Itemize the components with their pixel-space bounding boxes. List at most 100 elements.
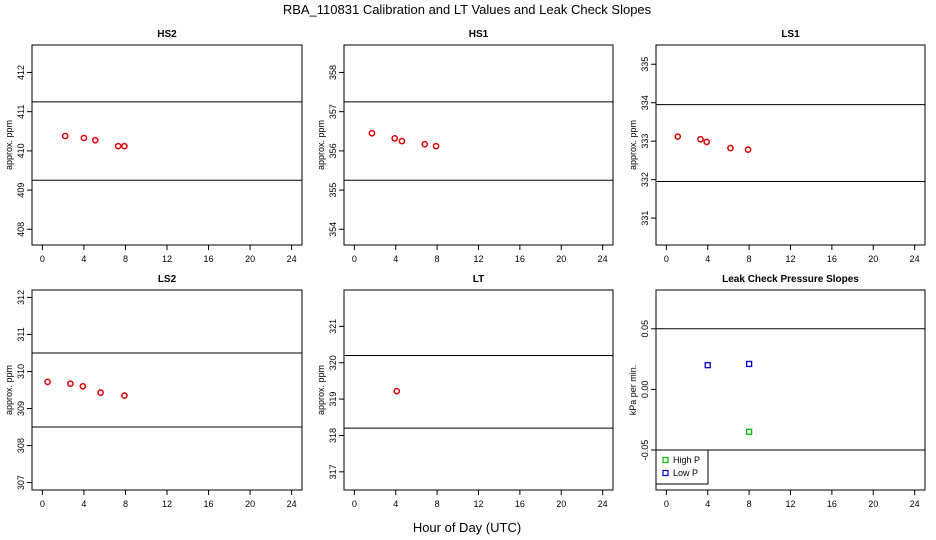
x-tick-label: 16 [515,499,525,509]
y-tick-label: 319 [328,392,338,407]
data-point [368,129,376,137]
x-tick-label: 12 [162,499,172,509]
x-axis-label: Hour of Day (UTC) [413,520,521,535]
x-tick-label: 4 [81,499,86,509]
x-tick-label: 24 [287,254,297,264]
x-tick-label: 16 [515,254,525,264]
data-point [114,142,122,150]
data-point [745,360,753,368]
y-tick-label: 408 [16,222,26,237]
data-point [674,133,682,140]
legend-box [655,449,709,485]
y-tick-label: 317 [328,464,338,479]
y-tick-label: 311 [16,327,26,341]
chart-panel-5: LT 0 4 8 12 16 20 24 317 318 319 320 321 approx. ppm [316,274,614,509]
data-point [421,140,429,148]
y-axis-label: kPa per min. [628,365,638,416]
x-tick-label: 8 [123,499,128,509]
x-tick-label: 8 [435,254,440,264]
data-point [44,378,51,386]
y-axis-label: approx. ppm [628,120,638,170]
y-tick-label: 412 [16,65,26,80]
panel-title: HS1 [469,29,489,40]
x-tick-label: 24 [910,499,920,509]
y-tick-label: 0.00 [640,381,650,399]
plot-frame [31,289,303,491]
y-tick-label: 358 [328,65,338,80]
y-tick-label: 333 [640,134,650,149]
plot-frame [31,44,303,246]
x-tick-label: 12 [473,499,483,509]
y-axis-label: approx. ppm [4,365,14,415]
y-tick-label: 356 [328,143,338,158]
legend-marker [662,456,669,464]
plot-frame [655,44,926,246]
x-tick-label: 4 [81,254,86,264]
y-axis-label: approx. ppm [316,120,326,170]
y-tick-label: 411 [16,104,26,118]
data-point [391,134,399,142]
x-tick-label: 24 [287,499,297,509]
data-point [697,135,704,143]
chart-panel-2: HS1 0 4 8 12 16 20 24 354 355 356 357 358 approx. ppm [316,29,614,264]
y-tick-label: 307 [16,475,26,490]
y-tick-label: 321 [328,319,338,334]
x-tick-label: 12 [162,254,172,264]
x-tick-label: 20 [868,499,878,509]
data-point [703,138,711,146]
data-point [91,136,99,144]
data-point [79,382,87,390]
y-tick-label: -0.05 [640,440,650,461]
y-tick-label: 331 [640,211,650,226]
x-tick-label: 16 [204,254,214,264]
x-tick-label: 8 [747,499,752,509]
x-tick-label: 20 [556,499,566,509]
x-tick-label: 8 [747,254,752,264]
y-tick-label: 332 [640,172,650,187]
data-point [398,137,406,145]
y-tick-label: 310 [16,364,26,379]
y-tick-label: 308 [16,438,26,453]
y-tick-label: 334 [640,95,650,110]
y-tick-label: 410 [16,143,26,158]
x-tick-label: 4 [705,499,710,509]
chart-panel-6: Leak Check Pressure Slopes 0 4 8 12 16 20 24 -0.… [628,274,926,509]
x-tick-label: 16 [827,254,837,264]
x-tick-label: 16 [204,499,214,509]
x-tick-label: 0 [664,254,669,264]
x-tick-label: 4 [393,499,398,509]
x-tick-label: 12 [473,254,483,264]
y-tick-label: 309 [16,401,26,416]
y-axis-label: approx. ppm [316,365,326,415]
y-tick-label: 0.05 [640,320,650,338]
y-tick-label: 335 [640,57,650,72]
legend-label: Low P [673,468,698,478]
panel-title: LS2 [158,274,177,285]
data-point [67,380,74,388]
x-tick-label: 0 [352,254,357,264]
plot-frame [343,289,614,491]
legend-label: High P [673,455,700,465]
x-tick-label: 20 [245,499,255,509]
figure-title: RBA_110831 Calibration and LT Values and… [283,2,652,17]
y-tick-label: 409 [16,183,26,198]
x-tick-label: 0 [40,499,45,509]
x-tick-label: 4 [393,254,398,264]
data-point [704,362,711,369]
panel-title: HS2 [157,29,177,40]
panel-title: LS1 [781,29,800,40]
plot-frame [343,44,614,246]
x-tick-label: 8 [435,499,440,509]
x-tick-label: 0 [664,499,669,509]
y-tick-label: 320 [328,355,338,370]
y-tick-label: 354 [328,222,338,237]
data-point [432,142,440,150]
data-point [61,132,69,140]
x-tick-label: 20 [245,254,255,264]
data-point [727,144,734,152]
y-tick-label: 312 [16,290,26,305]
panel-title: LT [473,274,484,285]
chart-panel-4: LS2 0 4 8 12 16 20 24 307 308 309 310 311 312 approx. … [4,274,303,509]
